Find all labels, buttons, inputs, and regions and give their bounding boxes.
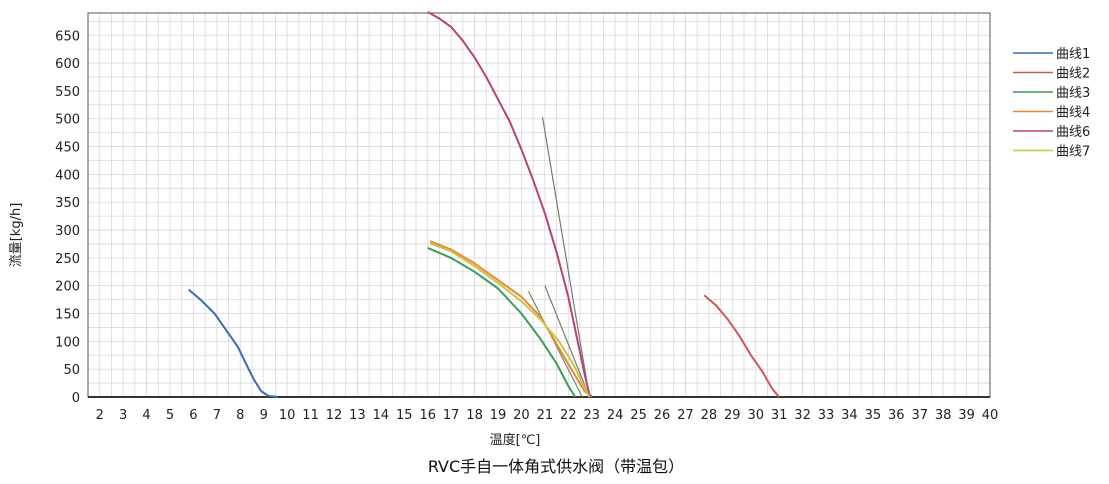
x-tick-label: 11	[302, 408, 319, 423]
x-tick-label: 31	[771, 408, 788, 423]
x-axis-label: 温度[℃]	[490, 432, 541, 448]
x-tick-label: 9	[260, 408, 268, 423]
x-tick-label: 12	[326, 408, 343, 423]
x-tick-label: 27	[677, 408, 694, 423]
x-tick-label: 34	[841, 408, 858, 423]
y-tick-label: 150	[55, 308, 80, 323]
axis-layer: 0 50 100 150 200 250 300 350 400 450 500 550 600 650 2…	[55, 12, 999, 423]
x-tick-label: 13	[349, 408, 366, 423]
x-tick-label: 7	[213, 408, 221, 423]
plot-background	[88, 13, 990, 397]
x-tick-label: 5	[166, 408, 174, 423]
x-tick-label: 6	[189, 408, 197, 423]
x-tick-label: 16	[419, 408, 436, 423]
x-tick-label: 4	[142, 408, 150, 423]
x-tick-label: 15	[396, 408, 413, 423]
series-line	[429, 240, 593, 398]
y-tick-label: 50	[63, 363, 80, 378]
x-tick-label: 29	[724, 408, 741, 423]
x-tick-label: 17	[443, 408, 460, 423]
legend-label: 曲线2	[1056, 67, 1090, 82]
x-tick-label: 8	[236, 408, 244, 423]
x-tick-label: 37	[911, 408, 928, 423]
y-tick-label: 650	[55, 29, 80, 44]
helper-line	[527, 291, 583, 398]
helper-line	[541, 117, 590, 398]
y-tick-label: 100	[55, 335, 80, 350]
x-tick-label: 39	[958, 408, 975, 423]
grid-layer	[88, 13, 991, 398]
x-tick-label: 23	[583, 408, 600, 423]
x-tick-label: 26	[654, 408, 671, 423]
x-tick-label: 24	[607, 408, 624, 423]
series-line	[703, 294, 780, 398]
series-line	[188, 288, 278, 398]
legend-label: 曲线1	[1056, 47, 1090, 62]
x-tick-label: 22	[560, 408, 577, 423]
x-tick-label: 40	[982, 408, 999, 423]
legend-label: 曲线4	[1056, 106, 1090, 121]
legend-label: 曲线6	[1056, 125, 1090, 140]
y-tick-label: 300	[55, 224, 80, 239]
x-tick-label: 20	[513, 408, 530, 423]
series-line	[429, 242, 591, 398]
x-tick-label: 10	[279, 408, 296, 423]
legend-layer: 曲线1 曲线2 曲线3 曲线4 曲线6 曲线7	[1013, 47, 1090, 160]
legend-label: 曲线7	[1056, 145, 1090, 160]
x-tick-label: 21	[537, 408, 554, 423]
x-tick-label: 14	[373, 408, 390, 423]
series-layer	[188, 11, 780, 398]
y-tick-label: 250	[55, 252, 80, 267]
y-tick-label: 200	[55, 280, 80, 295]
series-line	[427, 246, 577, 398]
y-tick-label: 550	[55, 85, 80, 100]
x-tick-label: 19	[490, 408, 507, 423]
x-tick-label: 33	[818, 408, 835, 423]
x-tick-label: 30	[747, 408, 764, 423]
x-tick-label: 38	[935, 408, 952, 423]
x-tick-label: 25	[630, 408, 647, 423]
y-axis-label: 流量[kg/h]	[9, 203, 24, 268]
legend-label: 曲线3	[1056, 86, 1090, 101]
y-tick-label: 0	[72, 391, 80, 406]
y-tick-label: 400	[55, 168, 80, 183]
x-tick-label: 18	[466, 408, 483, 423]
x-tick-label: 3	[119, 408, 127, 423]
y-tick-label: 350	[55, 196, 80, 211]
series-line	[427, 11, 593, 398]
x-tick-label: 2	[96, 408, 104, 423]
chart-title: RVC手自一体角式供水阀（带温包）	[428, 457, 684, 476]
x-tick-label: 28	[701, 408, 718, 423]
helper-line	[544, 285, 590, 398]
x-tick-label: 32	[794, 408, 811, 423]
x-tick-label: 35	[865, 408, 882, 423]
y-tick-label: 450	[55, 141, 80, 156]
y-tick-label: 500	[55, 113, 80, 128]
y-tick-label: 600	[55, 57, 80, 72]
x-tick-label: 36	[888, 408, 905, 423]
